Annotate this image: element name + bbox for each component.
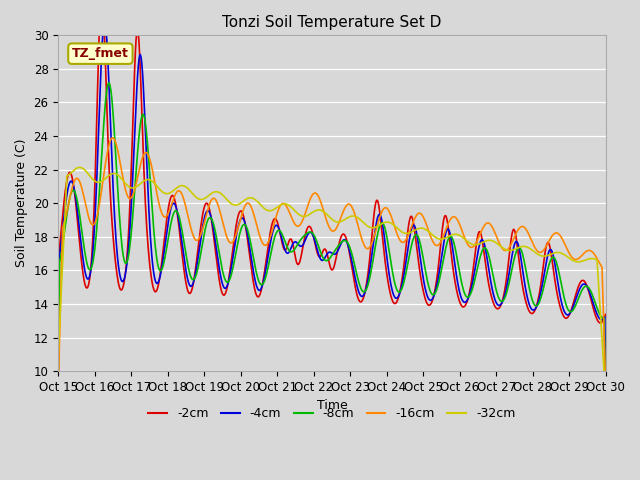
-16cm	[220, 224, 228, 229]
-2cm	[247, 263, 255, 269]
-16cm	[389, 218, 397, 224]
-8cm	[120, 252, 127, 258]
Legend: -2cm, -4cm, -8cm, -16cm, -32cm: -2cm, -4cm, -8cm, -16cm, -32cm	[143, 402, 520, 425]
Line: -2cm: -2cm	[58, 0, 605, 398]
-16cm	[247, 204, 255, 209]
-8cm	[54, 372, 62, 378]
-8cm	[268, 247, 275, 252]
-32cm	[220, 193, 228, 199]
Line: -4cm: -4cm	[58, 22, 605, 391]
Line: -32cm: -32cm	[58, 168, 605, 395]
Line: -8cm: -8cm	[58, 83, 605, 407]
-4cm	[420, 277, 428, 283]
-4cm	[120, 278, 127, 284]
-32cm	[54, 349, 62, 355]
-32cm	[602, 392, 609, 398]
-16cm	[54, 383, 62, 389]
-4cm	[268, 234, 275, 240]
-2cm	[602, 312, 609, 317]
-32cm	[268, 207, 275, 213]
-16cm	[420, 215, 428, 220]
-32cm	[389, 221, 397, 227]
-2cm	[268, 223, 275, 229]
-2cm	[54, 395, 62, 401]
-2cm	[389, 299, 397, 305]
-8cm	[220, 273, 228, 279]
X-axis label: Time: Time	[317, 399, 348, 412]
-16cm	[602, 379, 609, 385]
-8cm	[420, 258, 428, 264]
-32cm	[420, 226, 428, 231]
-8cm	[105, 80, 113, 85]
-4cm	[247, 253, 255, 259]
Line: -16cm: -16cm	[58, 138, 605, 386]
-4cm	[54, 351, 62, 357]
-16cm	[268, 230, 275, 236]
-8cm	[247, 241, 255, 247]
-4cm	[602, 388, 609, 394]
-32cm	[247, 195, 255, 201]
-8cm	[602, 404, 609, 409]
-4cm	[389, 290, 397, 296]
Y-axis label: Soil Temperature (C): Soil Temperature (C)	[15, 139, 28, 267]
-16cm	[120, 177, 127, 182]
-4cm	[101, 19, 109, 25]
-8cm	[389, 271, 397, 277]
-2cm	[220, 292, 228, 298]
Title: Tonzi Soil Temperature Set D: Tonzi Soil Temperature Set D	[222, 15, 442, 30]
-16cm	[109, 135, 116, 141]
-32cm	[120, 178, 127, 184]
Text: TZ_fmet: TZ_fmet	[72, 47, 129, 60]
-2cm	[120, 283, 127, 289]
-4cm	[220, 284, 228, 290]
-32cm	[76, 165, 84, 170]
-2cm	[420, 289, 428, 295]
